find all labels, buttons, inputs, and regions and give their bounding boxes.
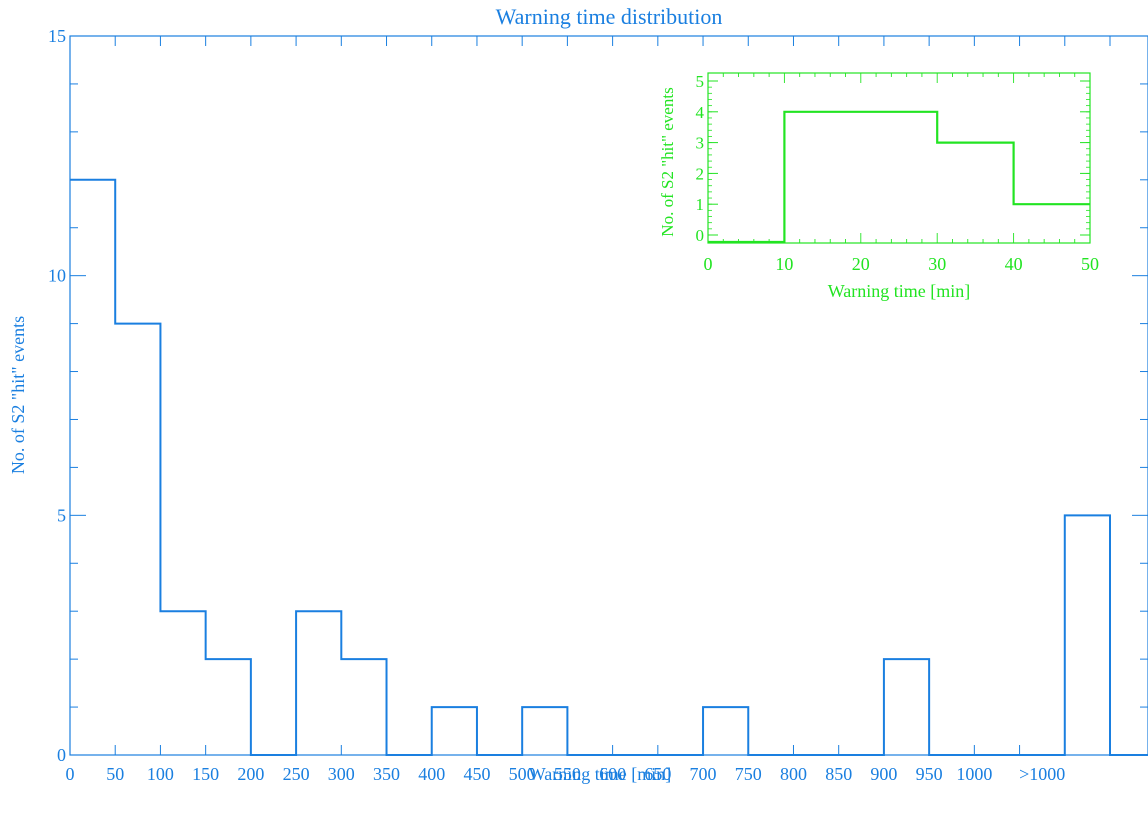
inset-histogram-outline — [708, 110, 1090, 244]
inset-x-tick-label: 50 — [1081, 254, 1099, 274]
x-tick-label: 750 — [735, 764, 762, 784]
inset-bar-30-40 — [937, 143, 1013, 242]
inset-y-axis-label: No. of S2 "hit" events — [658, 87, 677, 236]
histogram-outline — [70, 178, 1148, 756]
x-axis-label: Warning time [min] — [529, 764, 672, 784]
inset-x-tick-label: 20 — [852, 254, 870, 274]
y-tick-label: 0 — [57, 745, 66, 765]
x-tick-label: 800 — [780, 764, 807, 784]
inset-y-tick-label: 4 — [696, 103, 705, 122]
histogram-bar-900-950 — [884, 659, 929, 755]
x-tick-label: 250 — [283, 764, 310, 784]
inset-plot-frame — [707, 72, 1091, 244]
x-tick-label: 150 — [192, 764, 219, 784]
x-tick-label: 950 — [916, 764, 943, 784]
x-tick-label: 500 — [509, 764, 536, 784]
histogram-bar-0-50 — [70, 180, 115, 755]
inset-y-tick-label: 5 — [696, 72, 705, 91]
histogram-bar-300-350 — [341, 659, 386, 755]
inset-bar-20-30 — [861, 112, 937, 242]
inset-bar-10-20 — [784, 112, 860, 242]
x-tick-label: 350 — [373, 764, 400, 784]
inset-x-tick-label: 40 — [1005, 254, 1023, 274]
x-tick-label: 650 — [644, 764, 671, 784]
inset-y-tick-label: 3 — [696, 134, 705, 153]
x-tick-label: 100 — [147, 764, 174, 784]
histogram-bar-250-300 — [296, 611, 341, 755]
x-tick-label: 850 — [825, 764, 852, 784]
x-tick-label: 300 — [328, 764, 355, 784]
y-tick-label: 5 — [57, 505, 66, 525]
inset-x-axis-label: Warning time [min] — [828, 281, 971, 301]
x-tick-label: 0 — [66, 764, 75, 784]
x-tick-label: 900 — [870, 764, 897, 784]
y-tick-label: 15 — [48, 26, 66, 46]
histogram-bar-100-150 — [160, 611, 205, 755]
histogram-bar-150-200 — [206, 659, 251, 755]
inset-y-tick-label: 2 — [696, 164, 705, 183]
x-tick-label: 700 — [690, 764, 717, 784]
inset-x-tick-label: 30 — [928, 254, 946, 274]
inset-y-tick-label: 1 — [696, 195, 705, 214]
histogram-bar-700-750 — [703, 707, 748, 755]
inset-y-tick-label: 0 — [696, 226, 705, 245]
histogram-bar-500-550 — [522, 707, 567, 755]
x-tick-label: 50 — [106, 764, 124, 784]
inset-x-tick-label: 10 — [775, 254, 793, 274]
x-tick-label: >1000 — [1019, 764, 1065, 784]
x-tick-label: 550 — [554, 764, 581, 784]
histogram-bar-400-450 — [432, 707, 477, 755]
histogram-bar->1000 — [1065, 515, 1110, 755]
x-tick-label: 400 — [418, 764, 445, 784]
chart-title: Warning time distribution — [496, 4, 723, 29]
x-tick-label: 450 — [463, 764, 490, 784]
y-axis-label: No. of S2 "hit" events — [8, 316, 28, 474]
x-tick-label: 1000 — [956, 764, 992, 784]
x-tick-label: 200 — [237, 764, 264, 784]
inset-x-tick-label: 0 — [704, 254, 713, 274]
x-tick-label: 600 — [599, 764, 626, 784]
y-tick-label: 10 — [48, 266, 66, 286]
inset-bar-40-50 — [1014, 204, 1090, 242]
histogram-bar-50-100 — [115, 324, 160, 755]
